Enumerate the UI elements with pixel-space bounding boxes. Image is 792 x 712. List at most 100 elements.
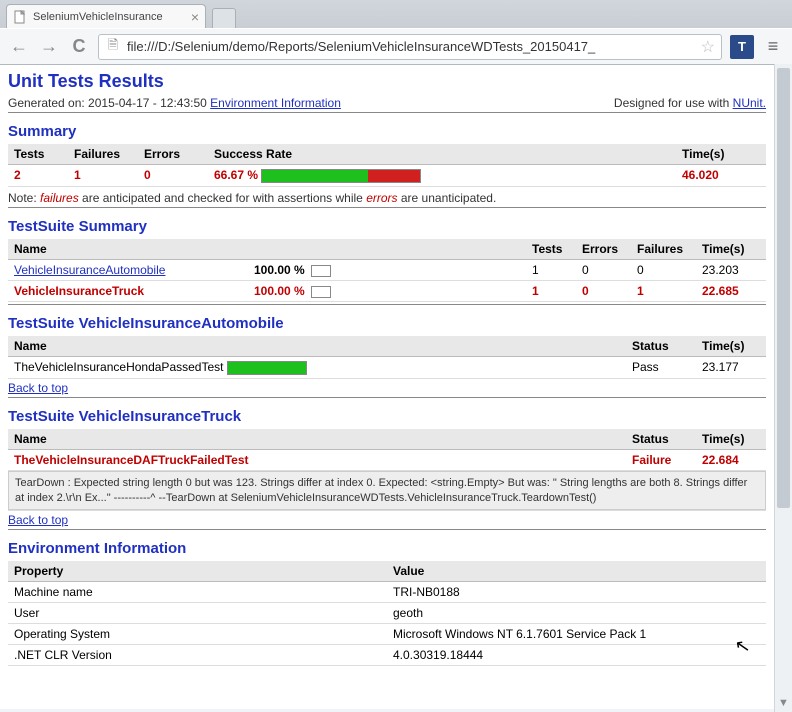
page-title: Unit Tests Results xyxy=(8,71,766,92)
note-pre: Note: xyxy=(8,191,40,205)
col-status: Status xyxy=(626,429,696,450)
env-heading: Environment Information xyxy=(8,540,766,557)
url-text: file:///D:/Selenium/demo/Reports/Seleniu… xyxy=(127,39,695,54)
nunit-link[interactable]: NUnit. xyxy=(733,96,766,110)
env-table: Property Value Machine nameTRI-NB0188Use… xyxy=(8,561,766,666)
summary-bar-pass xyxy=(262,170,367,182)
col-errors: Errors xyxy=(576,239,631,260)
page-favicon-icon xyxy=(13,10,27,24)
summary-bar-fail xyxy=(368,170,421,182)
back-button[interactable]: ← xyxy=(8,36,30,58)
suite-name-cell: VehicleInsuranceTruck 100.00 % xyxy=(8,280,526,301)
vertical-scrollbar[interactable]: ▲ ▼ xyxy=(774,64,792,712)
suite-name: VehicleInsuranceTruck xyxy=(14,284,144,298)
col-time: Time(s) xyxy=(696,429,766,450)
note-errors: errors xyxy=(366,191,397,205)
truck-status: Failure xyxy=(626,449,696,470)
reload-button[interactable]: C xyxy=(68,36,90,58)
truck-time: 22.684 xyxy=(696,449,766,470)
env-prop: Operating System xyxy=(8,624,387,645)
col-time: Time(s) xyxy=(696,336,766,357)
suite-summary-heading: TestSuite Summary xyxy=(8,218,766,235)
summary-failures: 1 xyxy=(68,165,138,187)
summary-success-rate: 66.67 % xyxy=(214,168,258,182)
suite-errors: 0 xyxy=(576,280,631,301)
suite-auto-table: Name Status Time(s) TheVehicleInsuranceH… xyxy=(8,336,766,379)
summary-note: Note: failures are anticipated and check… xyxy=(8,191,766,205)
suite-time: 22.685 xyxy=(696,280,766,301)
suite-pct: 100.00 % xyxy=(254,284,305,298)
designed-for-text: Designed for use with xyxy=(614,96,729,110)
suite-truck-heading: TestSuite VehicleInsuranceTruck xyxy=(8,408,766,425)
summary-table: Tests Failures Errors Success Rate Time(… xyxy=(8,144,766,187)
tab-bar: SeleniumVehicleInsurance × xyxy=(0,0,792,28)
col-value: Value xyxy=(387,561,766,582)
suite-auto-heading: TestSuite VehicleInsuranceAutomobile xyxy=(8,315,766,332)
env-info-link[interactable]: Environment Information xyxy=(210,96,341,110)
env-val: TRI-NB0188 xyxy=(387,582,766,603)
note-failures: failures xyxy=(40,191,79,205)
suite-errors: 0 xyxy=(576,259,631,280)
browser-chrome: SeleniumVehicleInsurance × ← → C 🗎 file:… xyxy=(0,0,792,65)
scroll-down-icon[interactable]: ▼ xyxy=(775,694,792,712)
back-to-top-link[interactable]: Back to top xyxy=(8,381,68,395)
col-time: Time(s) xyxy=(676,144,766,165)
auto-test-name: TheVehicleInsuranceHondaPassedTest xyxy=(14,360,223,374)
separator xyxy=(8,112,766,113)
col-time: Time(s) xyxy=(696,239,766,260)
extension-button[interactable]: T xyxy=(730,35,754,59)
summary-tests: 2 xyxy=(8,165,68,187)
env-val: 4.0.30319.18444 xyxy=(387,645,766,666)
suite-mini-bar xyxy=(311,265,331,277)
env-prop: .NET CLR Version xyxy=(8,645,387,666)
tab-close-icon[interactable]: × xyxy=(191,10,199,24)
col-name: Name xyxy=(8,429,626,450)
summary-errors: 0 xyxy=(138,165,208,187)
note-mid: are anticipated and checked for with ass… xyxy=(79,191,367,205)
col-name: Name xyxy=(8,336,626,357)
suite-name-cell: VehicleInsuranceAutomobile 100.00 % xyxy=(8,259,526,280)
note-post: are unanticipated. xyxy=(398,191,497,205)
col-tests: Tests xyxy=(526,239,576,260)
col-status: Status xyxy=(626,336,696,357)
separator xyxy=(8,529,766,530)
separator xyxy=(8,397,766,398)
page-content: Unit Tests Results Generated on: 2015-04… xyxy=(0,65,774,709)
file-icon: 🗎 xyxy=(105,36,121,58)
suite-time: 23.203 xyxy=(696,259,766,280)
suite-link[interactable]: VehicleInsuranceAutomobile xyxy=(14,263,165,277)
env-val: geoth xyxy=(387,603,766,624)
suite-pct: 100.00 % xyxy=(254,263,305,277)
auto-pass-bar xyxy=(227,361,307,375)
new-tab-button[interactable] xyxy=(212,8,236,28)
suite-mini-bar xyxy=(311,286,331,298)
auto-status: Pass xyxy=(626,356,696,378)
back-to-top-link[interactable]: Back to top xyxy=(8,513,68,527)
tab-title: SeleniumVehicleInsurance xyxy=(33,11,185,23)
suite-tests: 1 xyxy=(526,280,576,301)
bookmark-star-icon[interactable]: ☆ xyxy=(701,37,715,57)
mouse-cursor-icon: ↖ xyxy=(733,635,752,658)
suite-failures: 0 xyxy=(631,259,696,280)
col-property: Property xyxy=(8,561,387,582)
col-failures: Failures xyxy=(631,239,696,260)
separator xyxy=(8,304,766,305)
col-errors: Errors xyxy=(138,144,208,165)
forward-button[interactable]: → xyxy=(38,36,60,58)
scroll-thumb[interactable] xyxy=(777,68,790,508)
browser-menu-icon[interactable]: ≡ xyxy=(762,36,784,57)
generated-on-text: Generated on: 2015-04-17 - 12:43:50 xyxy=(8,96,207,110)
auto-time: 23.177 xyxy=(696,356,766,378)
env-prop: Machine name xyxy=(8,582,387,603)
suite-summary-table: Name Tests Errors Failures Time(s) Vehic… xyxy=(8,239,766,302)
col-success: Success Rate xyxy=(208,144,676,165)
env-val: Microsoft Windows NT 6.1.7601 Service Pa… xyxy=(387,624,766,645)
generated-line: Generated on: 2015-04-17 - 12:43:50 Envi… xyxy=(8,96,766,110)
suite-tests: 1 xyxy=(526,259,576,280)
summary-success-cell: 66.67 % xyxy=(208,165,676,187)
summary-heading: Summary xyxy=(8,123,766,140)
address-bar[interactable]: 🗎 file:///D:/Selenium/demo/Reports/Selen… xyxy=(98,34,722,60)
browser-tab[interactable]: SeleniumVehicleInsurance × xyxy=(6,4,206,28)
suite-failures: 1 xyxy=(631,280,696,301)
browser-toolbar: ← → C 🗎 file:///D:/Selenium/demo/Reports… xyxy=(0,28,792,64)
